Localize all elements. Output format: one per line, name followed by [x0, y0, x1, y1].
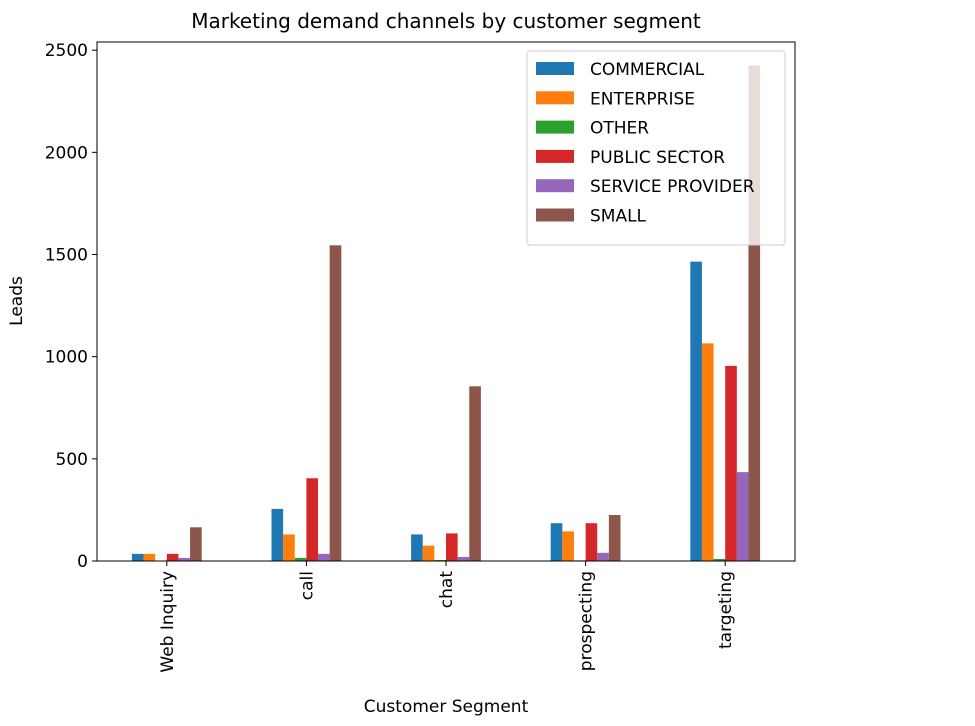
y-axis-label: Leads: [7, 276, 27, 326]
bar: [562, 531, 574, 561]
bar: [690, 262, 702, 561]
bar: [272, 509, 284, 561]
x-tick-label: targeting: [716, 571, 736, 649]
bar: [551, 523, 563, 561]
bar: [586, 523, 598, 561]
bar: [702, 343, 714, 561]
legend-label: PUBLIC SECTOR: [590, 148, 725, 168]
legend-swatch: [536, 121, 574, 134]
legend-label: SMALL: [590, 207, 647, 227]
x-tick-label: Web Inquiry: [158, 571, 178, 673]
legend-swatch: [536, 179, 574, 192]
y-tick-label: 2000: [45, 143, 88, 163]
legend-swatch: [536, 150, 574, 163]
bar: [446, 533, 458, 561]
legend-label: ENTERPRISE: [590, 89, 695, 109]
chart-title: Marketing demand channels by customer se…: [191, 9, 701, 33]
x-tick-label: prospecting: [577, 571, 597, 671]
y-tick-label: 1500: [45, 246, 88, 266]
bar: [609, 515, 621, 561]
bar: [283, 534, 295, 561]
bar: [737, 472, 749, 561]
bar: [423, 546, 435, 561]
x-tick-label: chat: [437, 571, 457, 609]
bar: [306, 478, 318, 561]
x-tick-label: call: [297, 571, 317, 600]
bar: [144, 554, 156, 561]
bar: [190, 527, 202, 561]
legend-label: SERVICE PROVIDER: [590, 177, 755, 197]
y-tick-label: 0: [77, 552, 88, 572]
legend-label: COMMERCIAL: [590, 60, 705, 80]
bar: [411, 534, 423, 561]
bar: [725, 366, 737, 561]
y-tick-label: 2500: [45, 41, 88, 61]
bar: [318, 554, 330, 561]
bar: [469, 386, 481, 561]
legend-swatch: [536, 91, 574, 104]
y-tick-label: 500: [56, 450, 88, 470]
bar: [167, 554, 179, 561]
y-tick-label: 1000: [45, 348, 88, 368]
x-axis-label: Customer Segment: [364, 697, 529, 717]
bar: [597, 553, 609, 561]
legend-swatch: [536, 62, 574, 75]
legend-label: OTHER: [590, 119, 649, 139]
bar: [330, 245, 342, 561]
bar: [458, 557, 470, 561]
bar: [132, 554, 144, 561]
legend-swatch: [536, 209, 574, 222]
